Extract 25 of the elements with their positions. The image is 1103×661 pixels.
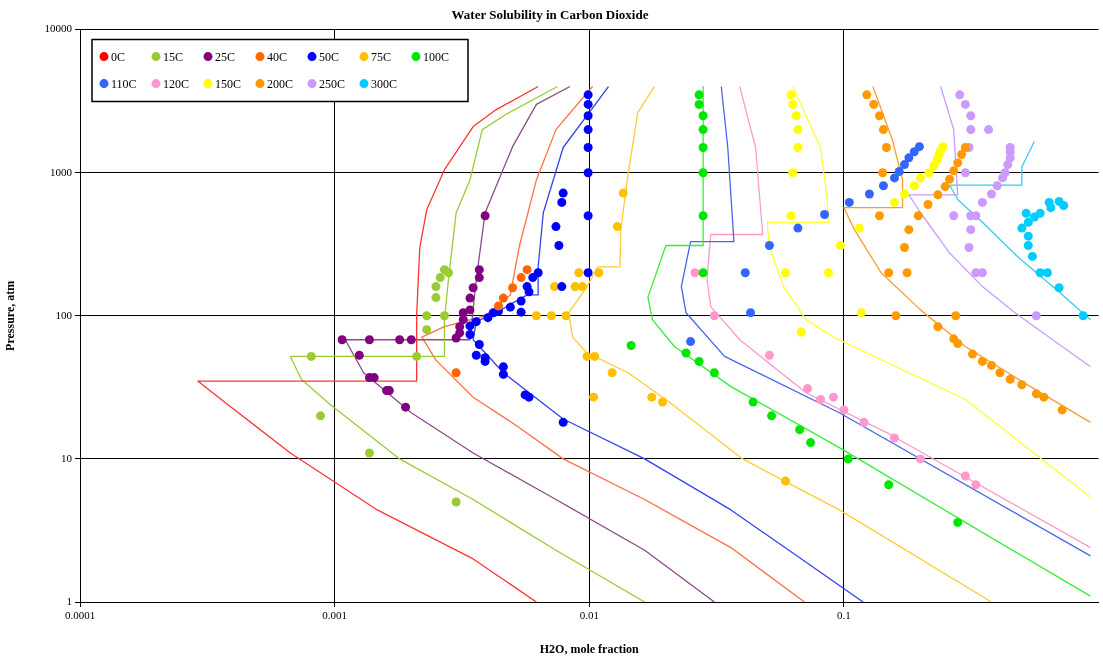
legend-label: 100C [423, 49, 450, 64]
y-tick-label: 10000 [44, 22, 73, 35]
y-axis-title: Pressure, atm [3, 280, 18, 351]
legend-label: 250C [319, 76, 346, 91]
legend-label: 120C [163, 76, 190, 91]
legend-label: 200C [267, 76, 294, 91]
legend-label: 110C [111, 76, 137, 91]
y-tick-label: 1 [66, 594, 72, 607]
legend-label: 25C [215, 49, 236, 64]
y-tick-label: 10 [61, 451, 73, 464]
legend-label: 0C [111, 49, 126, 64]
x-tick-label: 0.001 [322, 609, 347, 622]
legend-label: 50C [319, 49, 340, 64]
x-tick-label: 0.1 [837, 609, 851, 622]
y-tick-label: 100 [55, 308, 73, 321]
legend-label: 150C [215, 76, 242, 91]
legend-label: 75C [371, 49, 392, 64]
x-tick-label: 0.0001 [64, 609, 96, 622]
y-tick-label: 1000 [50, 165, 73, 178]
legend-label: 300C [371, 76, 398, 91]
chart-title: Water Solubility in Carbon Dioxide [451, 7, 649, 23]
legend-label: 40C [267, 49, 288, 64]
x-tick-label: 0.01 [579, 609, 599, 622]
legend-label: 15C [163, 49, 184, 64]
x-axis-title: H2O, mole fraction [539, 641, 640, 656]
